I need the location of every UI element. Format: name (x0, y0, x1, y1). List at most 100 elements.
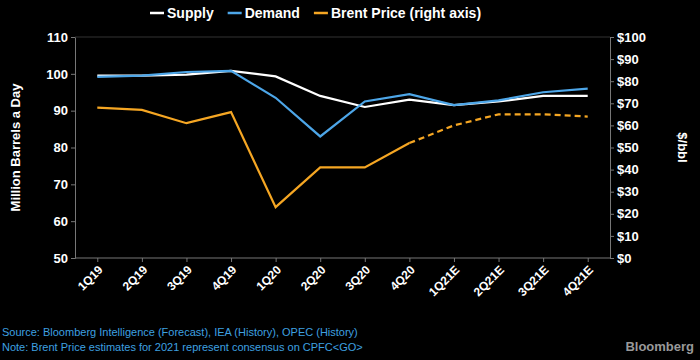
y2-tick: $50 (610, 140, 639, 155)
series-line (409, 114, 587, 143)
tick-label: $70 (617, 96, 639, 111)
tick-mark (610, 192, 614, 193)
legend: SupplyDemandBrent Price (right axis) (150, 5, 481, 21)
tick-label: 2Q19 (120, 263, 151, 294)
tick-mark (231, 258, 232, 262)
x-tick: 2Q21E (471, 258, 507, 299)
tick-label: 60 (54, 214, 68, 229)
x-tick: 3Q21E (515, 258, 551, 299)
axis-line (611, 38, 615, 259)
tick-mark (610, 103, 614, 104)
y2-tick: $20 (610, 206, 639, 221)
tick-label: $80 (617, 74, 639, 89)
tick-mark (97, 258, 98, 262)
tick-label: 2Q21E (471, 263, 507, 299)
legend-label: Demand (245, 5, 300, 21)
frame (75, 37, 610, 38)
series-line (97, 71, 587, 107)
axis-line (71, 38, 76, 259)
tick-mark (610, 81, 614, 82)
tick-mark (71, 148, 75, 149)
tick-mark (610, 170, 614, 171)
tick-label: $90 (617, 52, 639, 67)
watermark: Bloomberg (625, 339, 694, 354)
y-tick: 80 (54, 140, 75, 155)
tick-mark (71, 258, 75, 259)
x-tick: 1Q21E (426, 258, 462, 299)
tick-label: 70 (54, 177, 68, 192)
tick-mark (71, 111, 75, 112)
background (0, 0, 700, 360)
x-tick: 2Q19 (120, 258, 151, 293)
tick-label: $30 (617, 184, 639, 199)
y2-tick: $40 (610, 162, 639, 177)
y2-axis: $0 $10 $20 $30 $40 $50 $60 $70 $80 $90 $100 (610, 30, 646, 266)
y2-tick: $90 (610, 52, 639, 67)
x-axis: 1Q19 2Q19 3Q19 4Q19 1Q20 2Q20 3Q20 4Q20 1Q21E2Q2… (75, 258, 610, 299)
tick-label: 2Q20 (298, 263, 329, 294)
y2-tick: $100 (610, 30, 646, 45)
y2-axis-title: $/bbl (675, 132, 690, 162)
x-tick: 3Q19 (164, 258, 195, 293)
y2-tick: $0 (610, 251, 631, 266)
x-tick: 3Q20 (343, 258, 374, 293)
note: Note: Brent Price estimates for 2021 rep… (2, 341, 363, 353)
tick-label: $50 (617, 140, 639, 155)
tick-label: 50 (54, 251, 68, 266)
tick-mark (610, 37, 614, 38)
tick-mark (365, 258, 366, 262)
tick-mark (610, 148, 614, 149)
tick-label: 1Q19 (75, 263, 106, 294)
tick-label: $0 (617, 251, 631, 266)
y2-tick: $10 (610, 229, 639, 244)
series-line (97, 108, 409, 207)
y-axis-title: Million Barrels a Day (8, 83, 23, 212)
tick-mark (71, 184, 75, 185)
y-tick: 100 (46, 66, 75, 81)
x-tick: 4Q20 (387, 258, 418, 293)
tick-mark (142, 258, 143, 262)
tick-label: 3Q19 (164, 263, 195, 294)
tick-mark (610, 236, 614, 237)
tick-mark (320, 258, 321, 262)
source: Source: Bloomberg Intelligence (Forecast… (2, 326, 358, 338)
tick-label: $40 (617, 162, 639, 177)
plot-area (97, 71, 587, 207)
tick-label: 3Q21E (515, 263, 551, 299)
chart: 5060708090100110$0$10$20$30$40$50$60$70$… (0, 0, 700, 360)
series-line (97, 71, 587, 137)
tick-label: 1Q20 (253, 263, 284, 294)
axis-line (75, 258, 610, 259)
tick-mark (71, 37, 75, 38)
x-tick: 1Q20 (253, 258, 284, 293)
tick-label: $100 (617, 30, 646, 45)
tick-mark (409, 258, 410, 262)
y-tick: 70 (54, 177, 75, 192)
y2-tick: $30 (610, 184, 639, 199)
tick-mark (276, 258, 277, 262)
legend-label: Brent Price (right axis) (331, 5, 481, 21)
tick-label: 90 (54, 103, 68, 118)
legend-swatch (314, 12, 328, 15)
tick-label: $10 (617, 229, 639, 244)
tick-label: 1Q21E (426, 263, 462, 299)
tick-mark (186, 258, 187, 262)
tick-mark (610, 214, 614, 215)
legend-swatch (150, 12, 164, 15)
tick-label: $20 (617, 206, 639, 221)
y2-tick: $70 (610, 96, 639, 111)
x-tick: 4Q21E (560, 258, 596, 299)
x-tick: 2Q20 (298, 258, 329, 293)
tick-mark (71, 74, 75, 75)
tick-label: 4Q20 (387, 263, 418, 294)
tick-mark (71, 221, 75, 222)
y-axis: 50 60 70 80 90 100 110 (46, 30, 75, 266)
tick-label: 4Q19 (209, 263, 240, 294)
tick-mark (454, 258, 455, 262)
y2-tick: $80 (610, 74, 639, 89)
y2-tick: $60 (610, 118, 639, 133)
legend-swatch (228, 12, 242, 15)
y-tick: 90 (54, 103, 75, 118)
y-tick: 110 (47, 30, 75, 45)
x-tick: 4Q19 (209, 258, 240, 293)
